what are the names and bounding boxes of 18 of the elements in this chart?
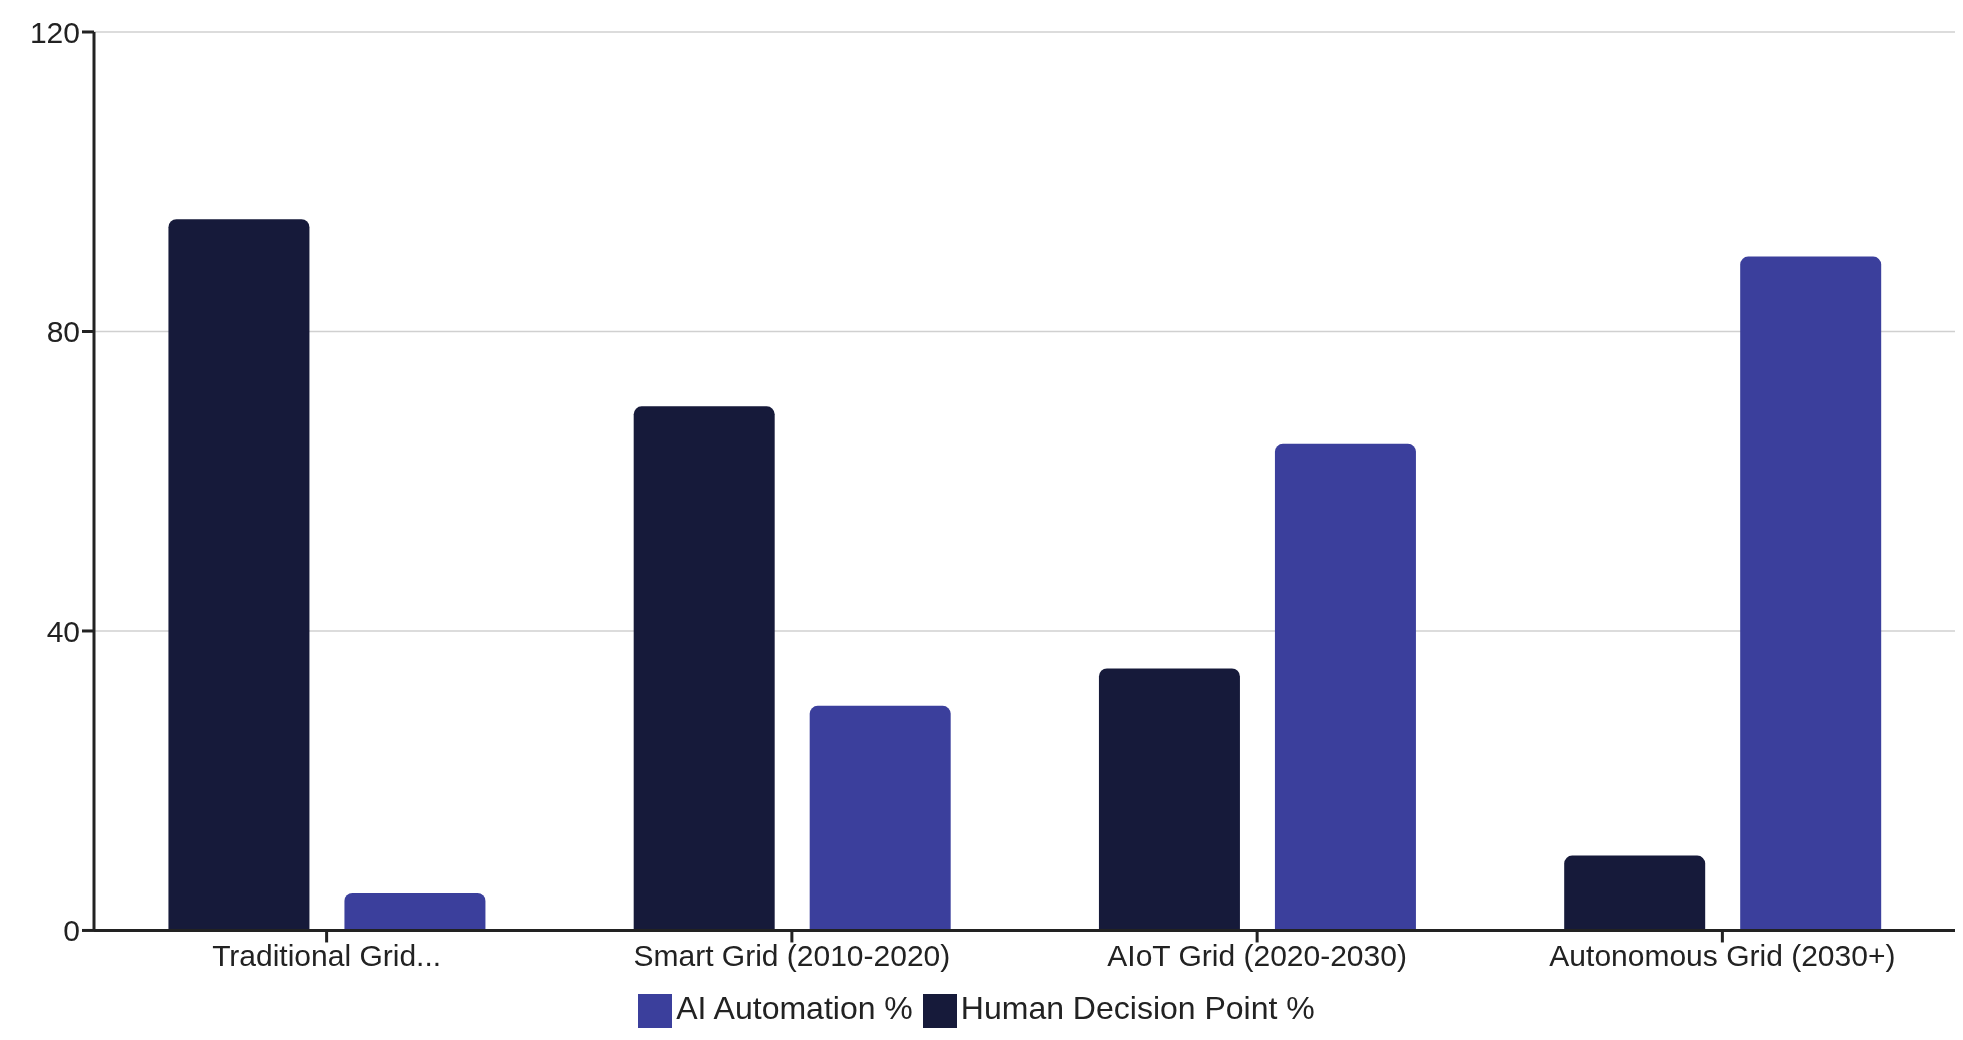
- bar: [1098, 668, 1240, 931]
- legend-label: AI Automation %: [676, 990, 913, 1027]
- bar: [1740, 256, 1882, 931]
- bar: [168, 219, 310, 931]
- y-tick-label: 80: [46, 315, 80, 349]
- legend-label: Human Decision Point %: [960, 990, 1315, 1027]
- y-tick-label: 120: [29, 15, 80, 49]
- bar: [809, 705, 951, 931]
- bar: [344, 893, 486, 931]
- bar: [633, 406, 775, 931]
- x-tick-label: Autonomous Grid (2030+): [1549, 938, 1896, 972]
- x-tick-label: Smart Grid (2010-2020): [633, 938, 951, 972]
- x-tick-label: AIoT Grid (2020-2030): [1107, 938, 1407, 972]
- y-tick-label: 0: [63, 914, 80, 948]
- bar: [1564, 855, 1706, 931]
- y-tick-label: 40: [46, 614, 80, 648]
- bar: [1274, 443, 1416, 931]
- x-tick-label: Traditional Grid...: [212, 938, 442, 972]
